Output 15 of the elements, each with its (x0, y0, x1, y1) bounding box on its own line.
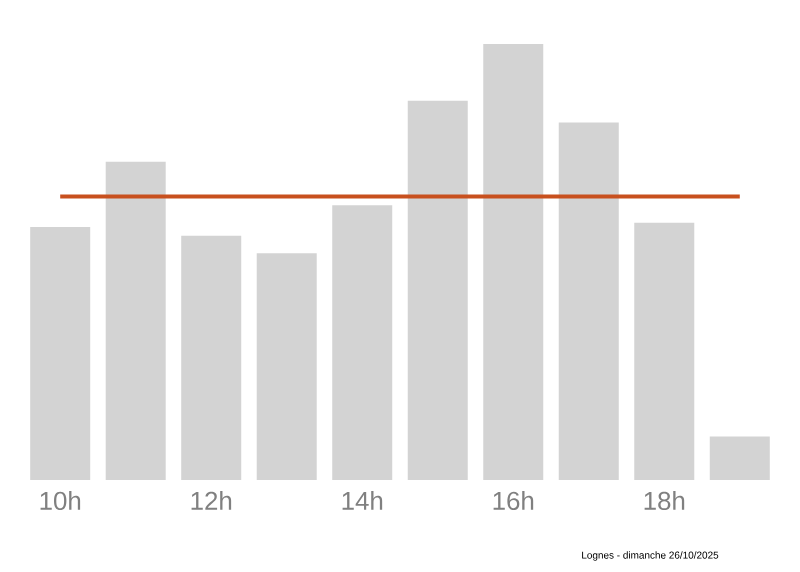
x-tick-label: 16h (493, 491, 534, 511)
bar (30, 227, 91, 480)
x-tick-label: 10h (40, 491, 81, 511)
bar (483, 43, 544, 480)
bar (105, 161, 166, 480)
bar (407, 100, 468, 480)
bar (558, 122, 619, 480)
x-tick-label: 12h (191, 491, 232, 510)
bar (256, 253, 317, 480)
x-tick-label: 18h (644, 491, 685, 511)
bar (181, 235, 242, 480)
bar (634, 222, 695, 480)
x-tick-label: 14h (342, 491, 383, 510)
bar (709, 436, 770, 480)
bar (332, 205, 393, 480)
